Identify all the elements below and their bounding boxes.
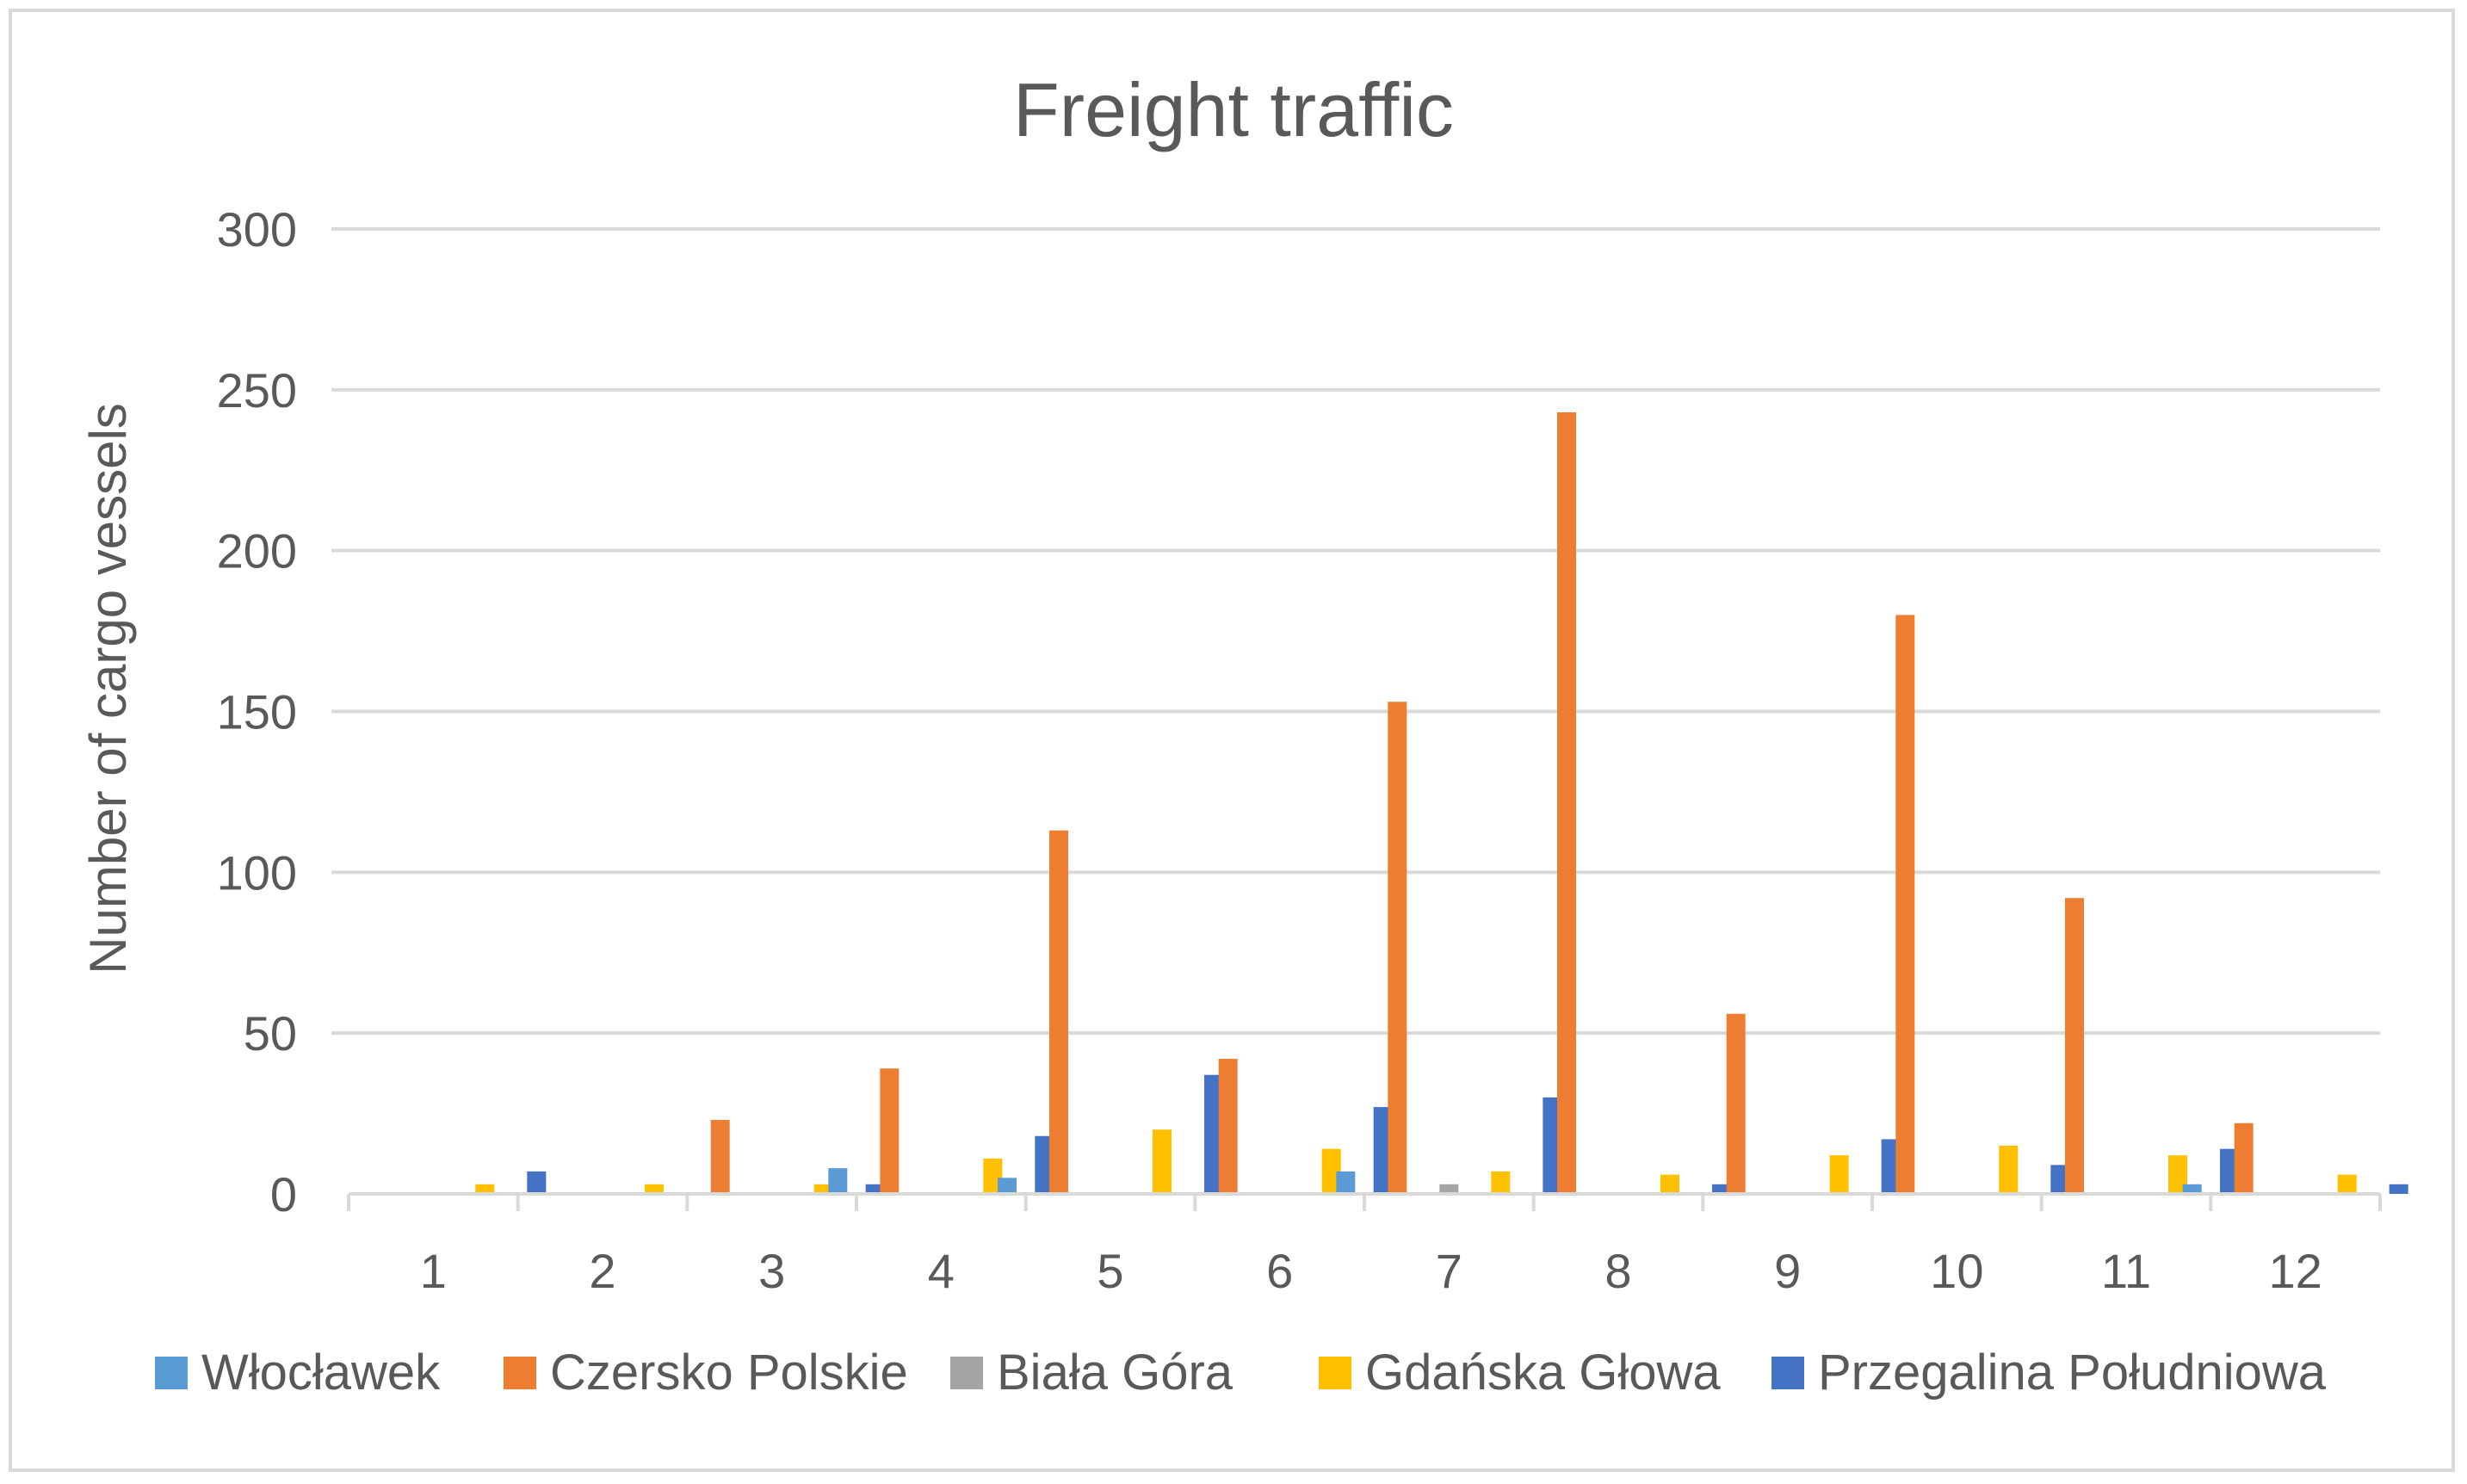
- x-tick-label: 12: [2269, 1244, 2322, 1298]
- bars: [475, 411, 2408, 1194]
- bar: [813, 1184, 833, 1194]
- x-tick-label: 5: [1097, 1244, 1123, 1298]
- bar: [1321, 1148, 1341, 1194]
- x-tick-label: 2: [589, 1244, 615, 1298]
- legend: Włocławek Czersko Polskie Biała Góra Gdańsk…: [155, 1345, 2327, 1401]
- x-tick-label: 1: [420, 1244, 447, 1298]
- x-tick-label: 9: [1774, 1244, 1801, 1298]
- bar: [2220, 1148, 2239, 1194]
- bar: [1543, 1097, 1562, 1194]
- bar: [983, 1158, 1003, 1194]
- bar: [1557, 411, 1576, 1194]
- x-tick-label: 3: [758, 1244, 785, 1298]
- bar: [1660, 1174, 1679, 1194]
- bar: [880, 1068, 900, 1194]
- legend-label: Biała Góra: [997, 1345, 1234, 1401]
- bar: [475, 1184, 495, 1194]
- y-axis-label: Number of cargo vessels: [79, 403, 137, 974]
- legend-swatch: [1319, 1357, 1351, 1389]
- chart-frame: [9, 9, 2455, 1472]
- bar: [1829, 1155, 1849, 1194]
- bar: [2050, 1165, 2070, 1194]
- x-tick-label: 7: [1436, 1244, 1462, 1298]
- bar: [2337, 1174, 2357, 1194]
- bar: [828, 1168, 848, 1194]
- bar: [1373, 1107, 1393, 1194]
- y-tick-label: 250: [217, 363, 297, 417]
- bar: [710, 1120, 730, 1194]
- bar: [2234, 1122, 2254, 1194]
- legend-swatch: [950, 1357, 983, 1389]
- bar: [1388, 702, 1407, 1194]
- bar: [998, 1178, 1017, 1194]
- y-tick-label: 100: [217, 845, 297, 900]
- gridlines: [331, 227, 2380, 1036]
- bar: [1439, 1184, 1459, 1194]
- legend-label: Gdańska Głowa: [1365, 1345, 1721, 1401]
- chart-title: Freight traffic: [1013, 67, 1454, 152]
- bar: [1035, 1135, 1054, 1194]
- bar: [1895, 615, 1915, 1194]
- bar: [1336, 1171, 1356, 1194]
- x-tick-label: 10: [1930, 1244, 1983, 1298]
- bar: [527, 1171, 547, 1194]
- x-tick-label: 11: [2101, 1244, 2151, 1298]
- legend-swatch: [504, 1357, 536, 1389]
- legend-label: Włocławek: [201, 1345, 441, 1401]
- bar: [1153, 1129, 1172, 1194]
- x-axis-ticks: 1 2 3 4 5 6 7 8 9 10 11 12: [420, 1244, 2322, 1298]
- bar: [2182, 1184, 2202, 1194]
- bar: [1204, 1074, 1223, 1194]
- legend-label: Czersko Polskie: [550, 1345, 908, 1401]
- y-axis-ticks: 0 50 100 150 200 250 300: [217, 202, 297, 1221]
- bar: [1491, 1171, 1511, 1194]
- x-axis: [347, 1192, 2382, 1211]
- bar: [2168, 1155, 2187, 1194]
- bar: [2389, 1184, 2408, 1194]
- bar: [1881, 1139, 1901, 1194]
- y-tick-label: 50: [244, 1006, 297, 1060]
- legend-swatch: [1771, 1357, 1804, 1389]
- bar: [1999, 1145, 2019, 1194]
- bar: [1726, 1013, 1746, 1194]
- legend-label: Przegalina Południowa: [1818, 1345, 2327, 1401]
- legend-swatch: [155, 1357, 188, 1389]
- bar: [865, 1184, 885, 1194]
- x-tick-label: 4: [928, 1244, 955, 1298]
- bar: [1712, 1184, 1731, 1194]
- y-tick-label: 300: [217, 202, 297, 257]
- y-tick-label: 200: [217, 524, 297, 578]
- y-tick-label: 150: [217, 685, 297, 739]
- bar: [1049, 830, 1068, 1194]
- bar: [1218, 1059, 1238, 1194]
- x-tick-label: 6: [1266, 1244, 1293, 1298]
- x-tick-label: 8: [1604, 1244, 1631, 1298]
- y-tick-label: 0: [270, 1167, 297, 1221]
- bar: [2065, 898, 2084, 1194]
- bar: [645, 1184, 664, 1194]
